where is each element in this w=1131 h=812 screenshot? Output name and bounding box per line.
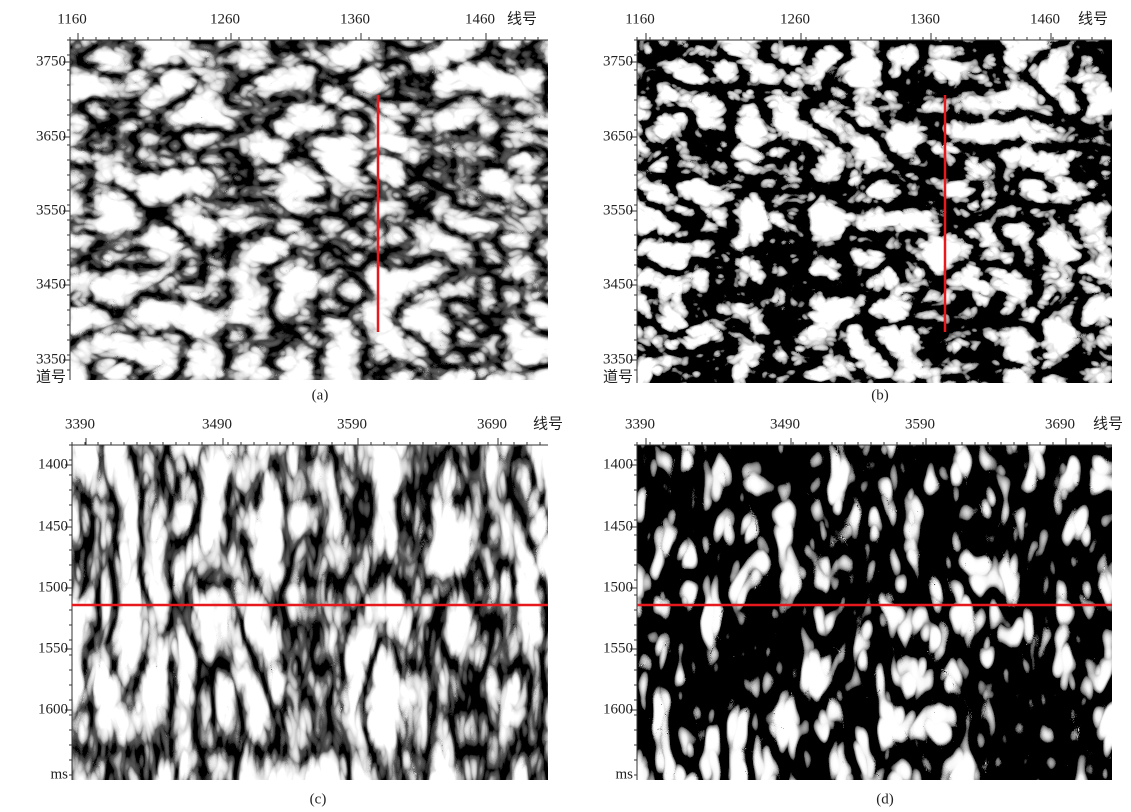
seismic-image <box>72 445 548 780</box>
y-tick-label: 3750 <box>603 53 633 69</box>
x-tick-label: 1160 <box>57 11 86 27</box>
y-tick-label: 1450 <box>603 518 633 534</box>
x-tick-label: 1260 <box>210 11 240 27</box>
x-tick-label: 1260 <box>780 11 810 27</box>
x-axis-label: 线号 <box>1078 10 1108 27</box>
x-tick-label: 1460 <box>465 11 495 27</box>
x-tick-label: 1360 <box>340 11 370 27</box>
y-tick-label: 3650 <box>36 128 66 144</box>
y-tick-label: 1400 <box>603 456 633 472</box>
x-tick-label: 3390 <box>625 416 655 432</box>
x-tick-label: 3590 <box>337 416 367 432</box>
y-tick-label: 1550 <box>603 640 633 656</box>
y-tick-label: 3650 <box>603 128 633 144</box>
seismic-image <box>637 445 1112 780</box>
caption: (a) <box>312 387 329 403</box>
y-tick-label: 3550 <box>603 202 633 218</box>
y-axis-label: ms <box>50 766 68 782</box>
x-tick-label: 1360 <box>910 11 940 27</box>
y-tick-label: 3450 <box>36 276 66 292</box>
x-axis-label: 线号 <box>533 415 563 432</box>
y-tick-label: 3350 <box>603 351 633 367</box>
y-tick-label: 3550 <box>36 202 66 218</box>
caption: (c) <box>310 791 327 807</box>
y-tick-label: 1550 <box>38 640 68 656</box>
y-tick-label: 3750 <box>36 53 66 69</box>
x-tick-label: 3590 <box>905 416 935 432</box>
y-tick-label: 1600 <box>603 701 633 717</box>
y-axis-label: ms <box>615 766 633 782</box>
y-tick-label: 1500 <box>603 579 633 595</box>
x-axis-label: 线号 <box>507 10 537 27</box>
y-tick-label: 3450 <box>603 276 633 292</box>
y-tick-label: 1500 <box>38 579 68 595</box>
x-tick-label: 1460 <box>1030 11 1060 27</box>
x-tick-label: 3490 <box>770 416 800 432</box>
y-tick-label: 1400 <box>38 456 68 472</box>
x-axis-label: 线号 <box>1093 415 1123 432</box>
seismic-image <box>70 40 548 380</box>
x-tick-label: 1160 <box>625 11 654 27</box>
y-tick-label: 1450 <box>38 518 68 534</box>
x-tick-label: 3690 <box>1045 416 1075 432</box>
x-tick-label: 3690 <box>477 416 507 432</box>
y-tick-label: 3350 <box>36 351 66 367</box>
y-tick-label: 1600 <box>38 701 68 717</box>
x-tick-label: 3490 <box>202 416 232 432</box>
caption: (b) <box>871 387 889 403</box>
seismic-image <box>637 40 1112 383</box>
y-axis-label: 道号 <box>603 368 633 385</box>
caption: (d) <box>876 791 894 807</box>
y-axis-label: 道号 <box>36 368 66 385</box>
x-tick-label: 3390 <box>65 416 95 432</box>
